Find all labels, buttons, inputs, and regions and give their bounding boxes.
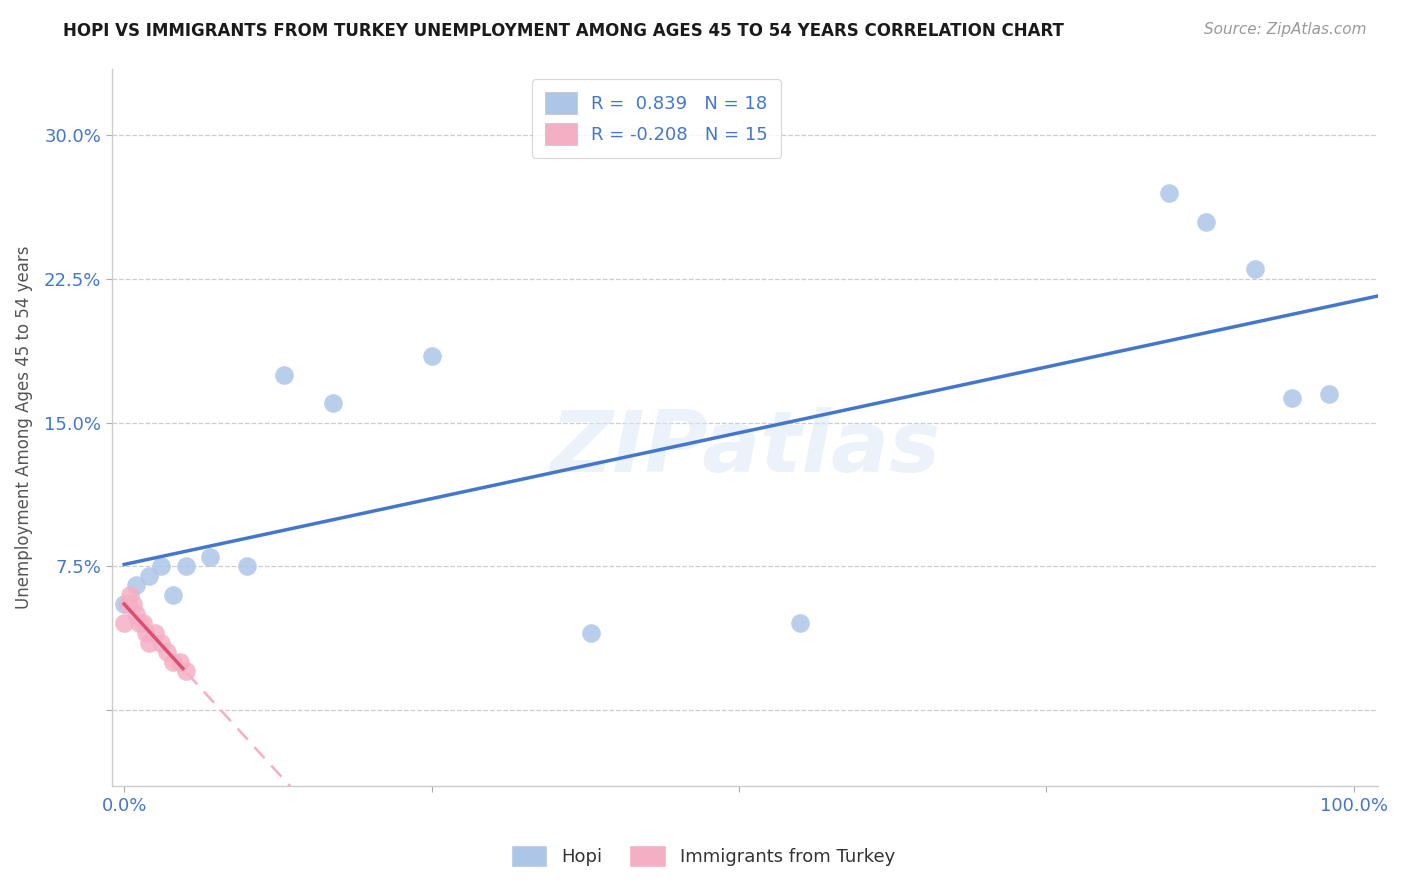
Point [162,655,184,669]
Point [1317,387,1340,401]
Point [789,616,811,631]
Point [150,559,173,574]
Point [125,607,148,621]
Point [112,598,135,612]
Point [236,559,259,574]
Point [120,588,142,602]
Point [1159,186,1181,200]
Point [273,368,295,382]
Point [121,598,143,612]
Point [150,635,173,649]
Point [420,349,443,363]
Text: ZIPatlas: ZIPatlas [550,408,941,491]
Point [156,645,179,659]
Point [174,665,197,679]
Point [162,588,184,602]
Point [131,616,153,631]
Text: HOPI VS IMMIGRANTS FROM TURKEY UNEMPLOYMENT AMONG AGES 45 TO 54 YEARS CORRELATIO: HOPI VS IMMIGRANTS FROM TURKEY UNEMPLOYM… [63,22,1064,40]
Point [1195,214,1218,228]
Point [125,578,148,592]
Point [128,616,150,631]
Point [581,626,603,640]
Point [138,635,160,649]
Point [135,626,157,640]
Point [174,559,197,574]
Point [322,396,344,410]
Point [1244,262,1267,277]
Point [138,568,160,582]
Legend: Hopi, Immigrants from Turkey: Hopi, Immigrants from Turkey [503,838,903,874]
Legend: R =  0.839   N = 18, R = -0.208   N = 15: R = 0.839 N = 18, R = -0.208 N = 15 [531,79,780,158]
Text: Source: ZipAtlas.com: Source: ZipAtlas.com [1204,22,1367,37]
Point [117,598,139,612]
Point [1281,391,1303,405]
Point [169,655,191,669]
Point [112,616,135,631]
Point [143,626,166,640]
Y-axis label: Unemployment Among Ages 45 to 54 years: Unemployment Among Ages 45 to 54 years [15,245,32,609]
Point [200,549,222,564]
